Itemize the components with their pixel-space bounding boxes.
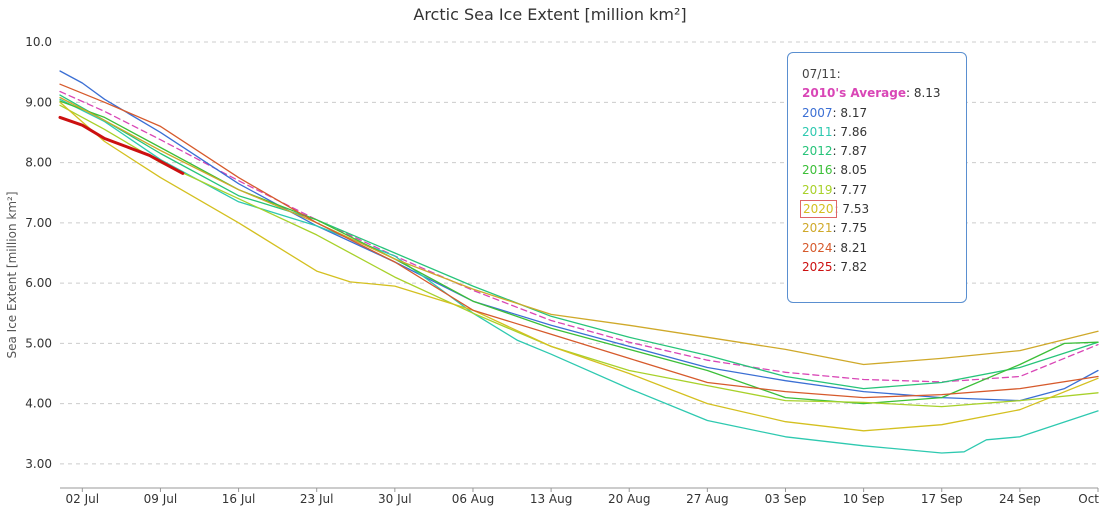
x-tick-label: 02 Jul	[66, 492, 100, 506]
x-tick-label: 17 Sep	[921, 492, 963, 506]
tooltip-series-name: 2010's Average	[802, 86, 906, 101]
tooltip-series-name: 2020	[800, 200, 837, 219]
series-line-2007	[59, 70, 1099, 402]
tooltip-value: 8.21	[840, 240, 868, 255]
tooltip-separator: :	[832, 259, 841, 274]
tooltip-entry: 2024: 8.21	[802, 239, 966, 258]
tooltip-series-name: 2021	[802, 221, 833, 236]
tooltip-value: 7.82	[840, 259, 868, 274]
tooltip-separator: :	[832, 105, 841, 120]
x-axis-ticks: 02 Jul 09 Jul 16 Jul 23 Jul 30 Jul 06 Aug 13 A…	[66, 488, 1099, 506]
tooltip-entry: 2011: 7.86	[802, 123, 966, 142]
tooltip-entry: 2012: 7.87	[802, 142, 966, 161]
y-tick-label: 5.00	[25, 336, 52, 350]
series-lines	[58, 70, 1099, 454]
series-line-2024	[59, 83, 1099, 399]
tooltip-value: 7.75	[840, 221, 868, 236]
y-tick-label: 6.00	[25, 276, 52, 290]
y-tick-label: 10.0	[25, 35, 52, 49]
tooltip-separator: :	[832, 163, 841, 178]
tooltip-series-name: 2012	[802, 144, 833, 159]
tooltip-separator: :	[832, 144, 841, 159]
hover-tooltip: 07/11: 2010's Average: 8.13 2007: 8.17 201…	[787, 52, 967, 303]
tooltip-date: 07/11:	[802, 67, 841, 81]
tooltip-separator: :	[832, 182, 841, 197]
x-tick-label: 13 Aug	[530, 492, 573, 506]
x-tick-label: 10 Sep	[843, 492, 885, 506]
tooltip-separator: :	[905, 86, 914, 101]
tooltip-value: 8.05	[840, 163, 868, 178]
tooltip-value: 8.13	[913, 86, 941, 101]
tooltip-separator: :	[832, 124, 841, 139]
x-tick-label: 16 Jul	[222, 492, 256, 506]
y-tick-label: 8.00	[25, 156, 52, 170]
tooltip-entry: 2010's Average: 8.13	[802, 84, 966, 103]
y-tick-label: 4.00	[25, 397, 52, 411]
tooltip-entry: 2016: 8.05	[802, 161, 966, 180]
chart-title: Arctic Sea Ice Extent [million km²]	[413, 5, 686, 24]
tooltip-value: 7.87	[840, 144, 868, 159]
tooltip-value: 7.53	[842, 202, 870, 217]
series-line-2016	[59, 100, 1099, 405]
series-line-2012	[59, 94, 1099, 390]
x-tick-label: 24 Sep	[999, 492, 1041, 506]
y-axis-label: Sea Ice Extent [million km²]	[5, 192, 19, 359]
y-axis-ticks: 10.0 9.00 8.00 7.00 6.00 5.00 4.00 3.00	[25, 35, 52, 471]
tooltip-entry: 2007: 8.17	[802, 104, 966, 123]
tooltip-separator: :	[832, 221, 841, 236]
tooltip-series-name: 2016	[802, 163, 833, 178]
series-line-2025	[58, 115, 185, 175]
x-tick-label: 27 Aug	[686, 492, 729, 506]
tooltip-series-name: 2025	[802, 259, 833, 274]
x-tick-label: 06 Aug	[452, 492, 495, 506]
x-tick-label: 30 Jul	[378, 492, 412, 506]
tooltip-separator: :	[834, 202, 843, 217]
tooltip-entry: 2019: 7.77	[802, 181, 966, 200]
tooltip-value: 7.77	[840, 182, 868, 197]
x-tick-label: 09 Jul	[144, 492, 178, 506]
series-line-2020	[59, 101, 1099, 432]
x-tick-label: 23 Jul	[300, 492, 334, 506]
tooltip-series-name: 2007	[802, 105, 833, 120]
x-tick-label: 03 Sep	[765, 492, 807, 506]
series-line-2011	[59, 98, 1099, 454]
tooltip-entry: 2021: 7.75	[802, 219, 966, 238]
y-tick-label: 9.00	[25, 95, 52, 109]
x-tick-label: 20 Aug	[608, 492, 651, 506]
series-line-2021	[59, 96, 1099, 366]
y-tick-label: 3.00	[25, 457, 52, 471]
tooltip-separator: :	[832, 240, 841, 255]
tooltip-value: 8.17	[840, 105, 868, 120]
tooltip-series-name: 2011	[802, 124, 833, 139]
tooltip-value: 7.86	[840, 124, 868, 139]
series-line-2010-s-average	[59, 90, 1099, 383]
tooltip-entry: 2020: 7.53	[800, 200, 966, 219]
x-tick-label: Oct	[1078, 492, 1099, 506]
tooltip-entry: 2025: 7.82	[802, 258, 966, 277]
tooltip-series-name: 2019	[802, 182, 833, 197]
tooltip-series-name: 2024	[802, 240, 833, 255]
y-tick-label: 7.00	[25, 216, 52, 230]
